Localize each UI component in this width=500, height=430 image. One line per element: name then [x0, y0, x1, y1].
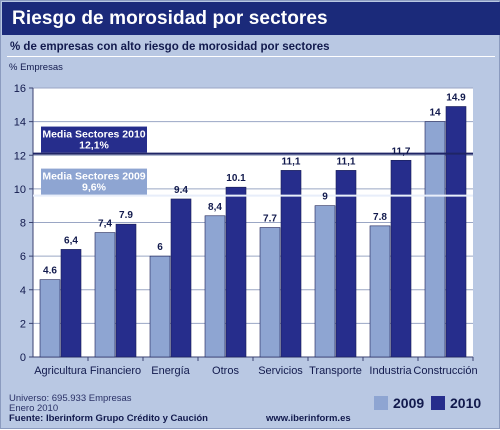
footer-universe: Universo: 695.933 Empresas — [9, 393, 132, 404]
legend-label-2009: 2009 — [393, 395, 425, 411]
y-tick-label: 16 — [14, 83, 26, 95]
x-tick-label: Servicios — [258, 365, 303, 377]
legend-swatch-2009 — [374, 396, 388, 410]
data-label-2009: 4.6 — [43, 266, 57, 277]
y-tick-label: 12 — [14, 150, 26, 162]
subtitle-divider — [7, 56, 495, 57]
reference-line-label-2010: Media Sectores 2010 — [42, 129, 145, 141]
bar-2010 — [225, 186, 247, 358]
footer-date: Enero 2010 — [9, 403, 59, 414]
bar-2009 — [39, 279, 61, 358]
x-tick-label: Industria — [369, 365, 412, 377]
bar-2009 — [424, 121, 446, 358]
legend-item-2010: 2010 — [431, 394, 481, 412]
bar-2009 — [314, 205, 336, 358]
data-label-2009: 9 — [322, 192, 328, 203]
data-label-2010: 7.9 — [119, 210, 133, 221]
reference-label-box-2009 — [41, 168, 147, 195]
y-tick-label: 14 — [14, 117, 26, 129]
bar-2010 — [335, 170, 357, 358]
chart-subtitle: % de empresas con alto riesgo de morosid… — [10, 41, 330, 53]
bar-2009 — [149, 255, 171, 358]
data-label-2009: 7.8 — [373, 212, 387, 223]
bar-2010 — [170, 198, 192, 358]
footer-url[interactable]: www.iberinform.es — [266, 413, 351, 424]
data-label-2010: 10.1 — [226, 173, 246, 184]
bar-2010 — [60, 249, 82, 358]
bar-2010 — [280, 170, 302, 358]
y-tick-label: 2 — [20, 318, 26, 330]
bar-2009 — [259, 227, 281, 358]
bar-2009 — [369, 225, 391, 358]
data-label-2009: 8,4 — [208, 202, 222, 213]
title-bar: Riesgo de morosidad por sectores — [2, 2, 500, 35]
y-tick-label: 0 — [20, 352, 26, 364]
data-label-2010: 9.4 — [174, 185, 188, 196]
bar-2009 — [204, 215, 226, 358]
x-tick-label: Financiero — [90, 365, 141, 377]
reference-label-box-2010 — [41, 126, 147, 153]
reference-line-label-2009: Media Sectores 2009 — [42, 171, 145, 183]
y-tick-label: 6 — [20, 251, 26, 263]
data-label-2009: 7,4 — [98, 219, 112, 230]
bar-2010 — [115, 223, 137, 358]
x-tick-label: Transporte — [309, 365, 362, 377]
x-tick-label: Energía — [151, 365, 190, 377]
y-axis-label: % Empresas — [9, 62, 63, 73]
data-label-2009: 6 — [157, 242, 163, 253]
y-tick-label: 10 — [14, 184, 26, 196]
chart-title: Riesgo de morosidad por sectores — [12, 8, 328, 29]
bar-2010 — [390, 159, 412, 358]
reference-line-value-2009: 9,6% — [82, 182, 107, 194]
data-label-2010: 11,7 — [392, 146, 411, 157]
bar-2009 — [94, 232, 116, 358]
data-label-2009: 14 — [429, 108, 441, 119]
legend-label-2010: 2010 — [450, 395, 482, 411]
data-label-2010: 14.9 — [446, 92, 466, 103]
y-tick-label: 8 — [20, 218, 26, 230]
x-tick-label: Otros — [212, 365, 239, 377]
legend-swatch-2010 — [431, 396, 445, 410]
data-label-2010: 6,4 — [64, 235, 78, 246]
reference-line-value-2010: 12,1% — [79, 140, 109, 152]
bar-2010 — [445, 106, 467, 358]
legend-item-2009: 2009 — [374, 394, 424, 412]
data-label-2010: 11,1 — [282, 156, 301, 167]
y-tick-label: 4 — [20, 285, 26, 297]
x-tick-label: Agricultura — [34, 365, 87, 377]
data-label-2010: 11,1 — [337, 156, 356, 167]
x-tick-label: Construcción — [413, 365, 477, 377]
data-label-2009: 7.7 — [263, 214, 277, 225]
footer-source: Fuente: Iberinform Grupo Crédito y Cauci… — [9, 413, 208, 424]
